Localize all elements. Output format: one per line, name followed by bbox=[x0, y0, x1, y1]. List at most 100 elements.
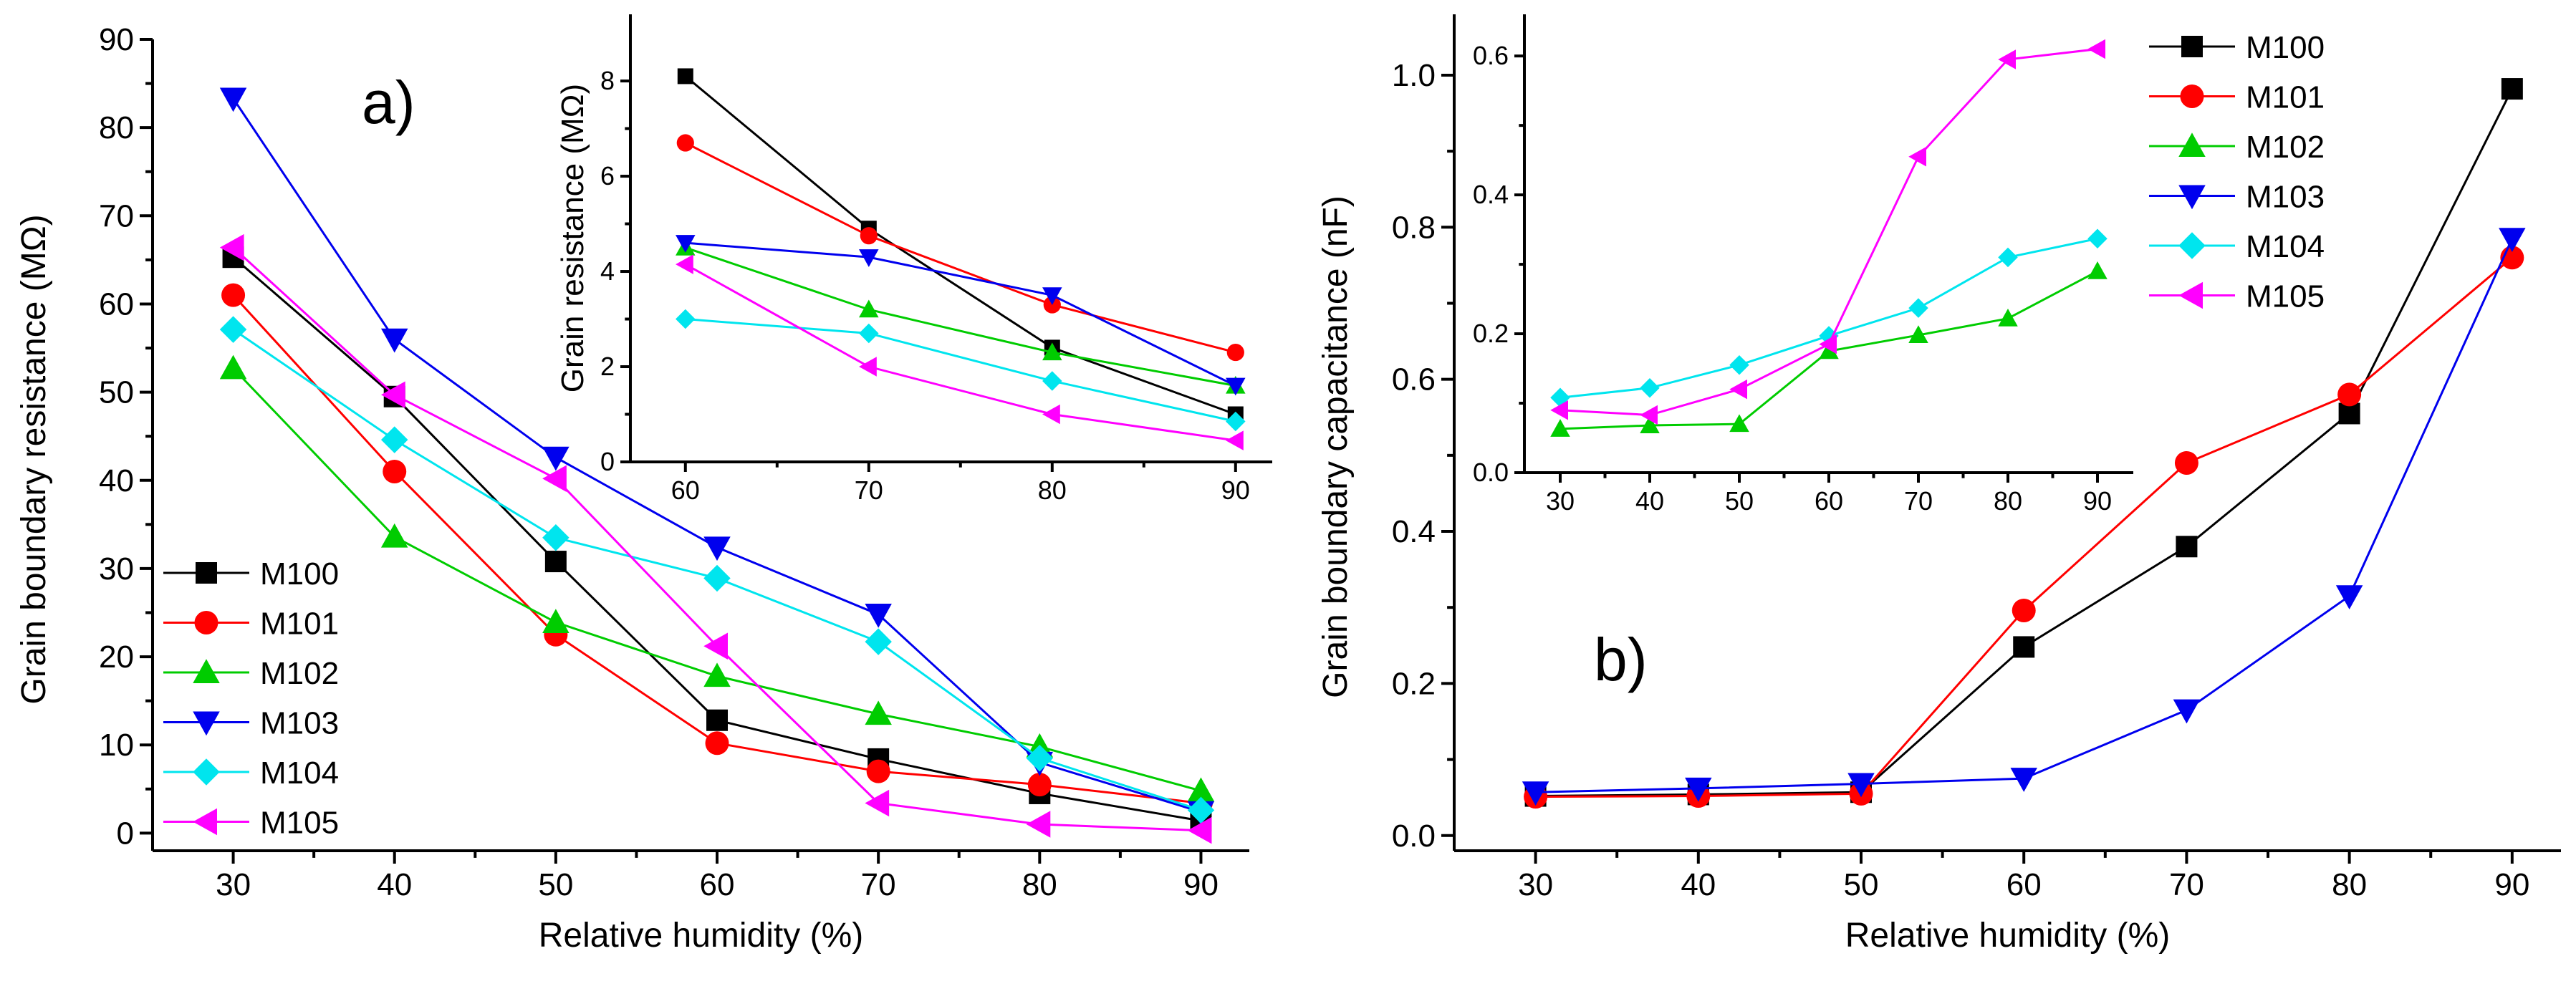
data-point-M102 bbox=[219, 354, 247, 380]
legend-label-M101: M101 bbox=[2246, 80, 2325, 115]
data-point-M103 bbox=[1042, 287, 1062, 306]
x-axis-title: Relative humidity (%) bbox=[1845, 917, 2170, 955]
y-tick-label: 40 bbox=[99, 463, 134, 498]
x-tick-label: 30 bbox=[216, 867, 251, 902]
series-M105 bbox=[1550, 39, 2105, 425]
data-point-M103 bbox=[859, 249, 879, 267]
data-point-M104 bbox=[380, 426, 408, 453]
data-point-M103 bbox=[1685, 777, 1712, 802]
x-tick-label: 90 bbox=[2083, 486, 2112, 516]
data-point-M105 bbox=[703, 632, 729, 660]
data-point-M100 bbox=[677, 68, 693, 85]
legend-marker-M103 bbox=[2178, 185, 2206, 210]
data-point-M105 bbox=[1908, 147, 1926, 167]
chart-b-main: 30 40 50 60 70 80 90 0.0 0.2 0.4 0.6 0.8 1.0 Relative… bbox=[1317, 14, 2561, 955]
data-point-M103 bbox=[1522, 781, 1549, 806]
y-tick-label: 6 bbox=[600, 161, 615, 190]
legend-label-M100: M100 bbox=[2246, 30, 2325, 65]
data-point-M102 bbox=[703, 662, 731, 687]
y-tick-label: 8 bbox=[600, 66, 615, 95]
y-tick-label: 2 bbox=[600, 352, 615, 381]
legend-marker-M100 bbox=[196, 562, 217, 584]
data-point-M103 bbox=[865, 603, 892, 628]
x-tick-label: 30 bbox=[1546, 486, 1575, 516]
y-tick-label: 70 bbox=[99, 198, 134, 233]
data-point-M102 bbox=[1042, 342, 1062, 361]
legend-marker-M102 bbox=[2178, 132, 2206, 157]
data-point-M104 bbox=[1998, 247, 2018, 268]
x-tick-label: 80 bbox=[1022, 867, 1057, 902]
data-point-M105 bbox=[1042, 404, 1060, 425]
y-tick-label: 30 bbox=[99, 551, 134, 587]
legend-label-M104: M104 bbox=[260, 756, 339, 791]
chart-a-inset: 60 70 80 90 0 2 4 6 8 Grain resistance (MΩ) bbox=[555, 14, 1272, 505]
series-M103 bbox=[1522, 228, 2526, 806]
legend-marker-M105 bbox=[2178, 281, 2203, 309]
data-point-M100 bbox=[2338, 402, 2360, 425]
data-point-M101 bbox=[860, 227, 878, 245]
y-axis-title: Grain boundary resistance (MΩ) bbox=[15, 214, 53, 704]
x-tick-label: 50 bbox=[538, 867, 573, 902]
data-point-M105 bbox=[1226, 430, 1244, 450]
inset-background bbox=[1524, 14, 2133, 473]
chart-b-inset: 30 40 50 60 70 80 90 0.0 0.2 0.4 0.6 bbox=[1473, 14, 2133, 516]
data-point-M100 bbox=[706, 709, 729, 731]
x-tick-label: 90 bbox=[1221, 476, 1250, 505]
panel-label-b: b) bbox=[1594, 626, 1648, 693]
data-point-M104 bbox=[219, 316, 247, 343]
y-tick-label: 80 bbox=[99, 110, 134, 145]
data-point-M101 bbox=[2174, 450, 2198, 475]
y-tick-label: 4 bbox=[600, 256, 615, 286]
legend-label-M104: M104 bbox=[2246, 229, 2325, 264]
y-axis-title: Grain boundary capacitance (nF) bbox=[1317, 196, 1355, 698]
series-M104 bbox=[676, 309, 1246, 432]
data-point-M101 bbox=[866, 759, 890, 783]
legend-label-M103: M103 bbox=[260, 706, 339, 741]
data-point-M102 bbox=[1819, 341, 1839, 359]
series-M102 bbox=[1550, 261, 2108, 437]
x-tick-label: 40 bbox=[1681, 867, 1716, 902]
data-point-M101 bbox=[2337, 382, 2362, 407]
legend-marker-M100 bbox=[2181, 36, 2203, 57]
data-point-M102 bbox=[1908, 325, 1928, 343]
data-point-M102 bbox=[1998, 308, 2018, 327]
x-tick-label: 60 bbox=[671, 476, 700, 505]
data-point-M105 bbox=[2087, 39, 2105, 59]
data-point-M104 bbox=[2087, 228, 2108, 248]
data-point-M105 bbox=[542, 465, 567, 493]
series-line-M104 bbox=[685, 318, 1236, 423]
data-point-M103 bbox=[380, 328, 408, 353]
data-point-M104 bbox=[1640, 377, 1660, 398]
data-point-M102 bbox=[380, 523, 408, 548]
data-point-M100 bbox=[544, 551, 567, 573]
inset-background bbox=[630, 14, 1272, 462]
x-tick-label: 50 bbox=[1844, 867, 1879, 902]
data-point-M105 bbox=[859, 357, 877, 377]
data-point-M104 bbox=[1026, 744, 1054, 772]
x-tick-label: 90 bbox=[1183, 867, 1219, 902]
data-point-M102 bbox=[1550, 419, 1570, 437]
legend-label-M103: M103 bbox=[2246, 180, 2325, 215]
data-point-M102 bbox=[1640, 415, 1660, 434]
data-point-M104 bbox=[676, 309, 696, 329]
data-point-M102 bbox=[1729, 414, 1749, 433]
series-M104 bbox=[219, 316, 1215, 824]
y-tick-label: 0.0 bbox=[1473, 458, 1509, 487]
y-tick-label: 0.2 bbox=[1392, 666, 1436, 701]
data-point-M105 bbox=[1640, 405, 1658, 425]
chart-a-main: 30 40 50 60 70 80 900102030405060708090Relativ… bbox=[15, 22, 1249, 955]
legend-marker-M101 bbox=[194, 611, 218, 634]
data-point-M104 bbox=[542, 524, 569, 551]
data-point-M105 bbox=[1729, 379, 1747, 400]
legend-label-M105: M105 bbox=[2246, 279, 2325, 314]
data-point-M103 bbox=[2335, 585, 2363, 610]
x-tick-label: 80 bbox=[1038, 476, 1067, 505]
data-point-M105 bbox=[219, 233, 244, 261]
x-tick-label: 40 bbox=[1635, 486, 1664, 516]
data-point-M103 bbox=[2173, 699, 2201, 724]
y-tick-label: 0.6 bbox=[1473, 41, 1509, 70]
x-tick-label: 60 bbox=[700, 867, 735, 902]
data-point-M105 bbox=[380, 381, 405, 409]
data-point-M105 bbox=[1998, 49, 2016, 69]
